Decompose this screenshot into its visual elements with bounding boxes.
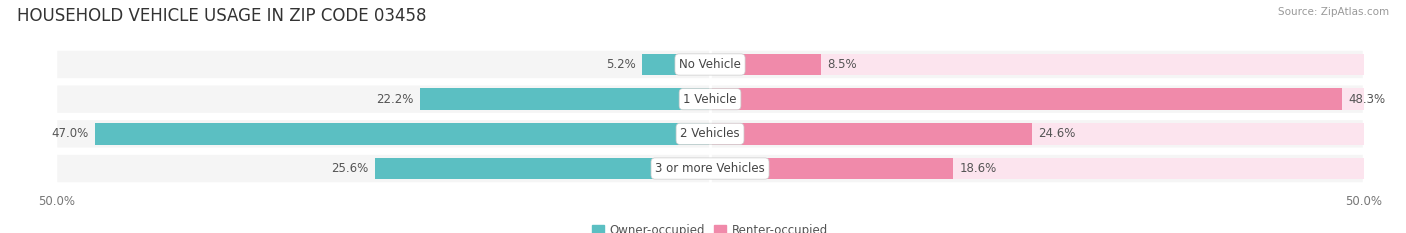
Bar [375,158,710,179]
Text: No Vehicle: No Vehicle [679,58,741,71]
FancyBboxPatch shape [56,50,1364,79]
Text: 8.5%: 8.5% [828,58,858,71]
FancyBboxPatch shape [56,84,1364,114]
Text: 22.2%: 22.2% [375,93,413,106]
Text: 1 Vehicle: 1 Vehicle [683,93,737,106]
FancyBboxPatch shape [56,154,1364,183]
Bar [420,88,710,110]
Bar [96,123,710,145]
FancyBboxPatch shape [56,119,1364,149]
Text: 18.6%: 18.6% [960,162,997,175]
Text: HOUSEHOLD VEHICLE USAGE IN ZIP CODE 03458: HOUSEHOLD VEHICLE USAGE IN ZIP CODE 0345… [17,7,426,25]
Text: 24.6%: 24.6% [1038,127,1076,140]
Text: 2 Vehicles: 2 Vehicles [681,127,740,140]
Bar [17,123,56,145]
Bar [710,123,1032,145]
Text: 5.2%: 5.2% [606,58,636,71]
Bar [1032,123,1364,145]
Bar [710,54,821,75]
Bar [643,54,710,75]
Text: 3 or more Vehicles: 3 or more Vehicles [655,162,765,175]
Bar [953,158,1364,179]
Bar [0,54,56,75]
Text: 25.6%: 25.6% [332,162,368,175]
Legend: Owner-occupied, Renter-occupied: Owner-occupied, Renter-occupied [586,219,834,233]
Text: 47.0%: 47.0% [52,127,89,140]
Bar [0,88,56,110]
Text: 48.3%: 48.3% [1348,93,1385,106]
Bar [710,88,1341,110]
Bar [710,158,953,179]
Bar [1341,88,1364,110]
Text: Source: ZipAtlas.com: Source: ZipAtlas.com [1278,7,1389,17]
Bar [821,54,1364,75]
Bar [0,158,56,179]
